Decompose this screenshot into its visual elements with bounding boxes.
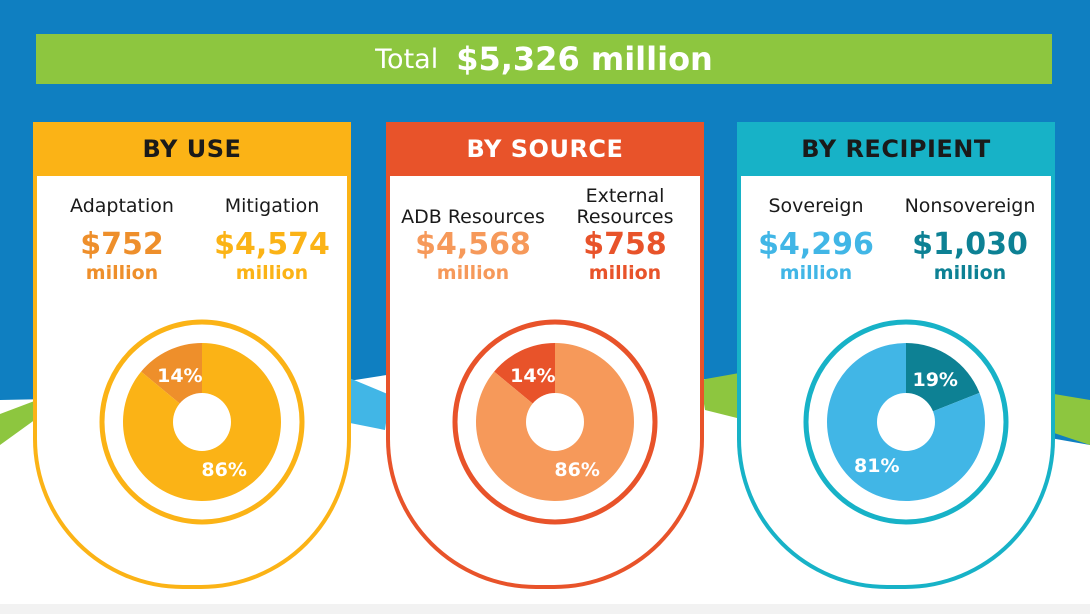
card-stats: Sovereign $4,296 million Nonsovereign $1… bbox=[741, 184, 1051, 304]
total-label: Total bbox=[375, 43, 439, 75]
donut-slice-label: 86% bbox=[201, 459, 246, 481]
stat-mitigation: Mitigation $4,574 million bbox=[197, 184, 347, 284]
stat-amount: $1,030 bbox=[912, 227, 1028, 262]
total-banner: Total $5,326 million bbox=[36, 34, 1052, 84]
donut-hole bbox=[877, 393, 935, 451]
stat-amount: $4,568 bbox=[415, 227, 531, 262]
card-by-source: BY SOURCE ADB Resources $4,568 million E… bbox=[386, 122, 704, 589]
stat-adb-resources: ADB Resources $4,568 million bbox=[398, 184, 548, 285]
stat-adaptation: Adaptation $752 million bbox=[47, 184, 197, 284]
stat-amount: $4,296 bbox=[758, 227, 874, 262]
card-by-recipient: BY RECIPIENT Sovereign $4,296 million No… bbox=[737, 122, 1055, 589]
donut-chart-by-source: 14% 86% bbox=[452, 319, 658, 525]
stat-name: Sovereign bbox=[768, 194, 864, 217]
stat-unit: million bbox=[436, 262, 510, 284]
card-title: BY SOURCE bbox=[390, 122, 700, 176]
stat-name: Adaptation bbox=[70, 194, 174, 217]
stat-unit: million bbox=[235, 262, 309, 284]
stat-name: External Resources bbox=[576, 185, 674, 228]
total-value: $5,326 million bbox=[456, 40, 713, 78]
donut-outer-ring bbox=[452, 319, 658, 525]
card-stats: ADB Resources $4,568 million External Re… bbox=[390, 184, 700, 304]
card-title: BY USE bbox=[37, 122, 347, 176]
donut-slice-label: 86% bbox=[554, 459, 599, 481]
donut-hole bbox=[526, 393, 584, 451]
stat-unit: million bbox=[779, 262, 853, 284]
donut-chart-by-use: 14% 86% bbox=[99, 319, 305, 525]
donut-outer-ring bbox=[99, 319, 305, 525]
stat-unit: million bbox=[933, 262, 1007, 284]
donut-slice-label: 19% bbox=[912, 369, 957, 391]
card-stats: Adaptation $752 million Mitigation $4,57… bbox=[37, 184, 347, 304]
donut-slice-label: 14% bbox=[157, 365, 202, 387]
donut-slice-label: 14% bbox=[510, 365, 555, 387]
stat-name: Nonsovereign bbox=[904, 194, 1036, 217]
card-title: BY RECIPIENT bbox=[741, 122, 1051, 176]
stat-amount: $752 bbox=[80, 227, 164, 262]
stat-name: ADB Resources bbox=[401, 206, 545, 228]
stat-amount: $758 bbox=[583, 227, 667, 262]
stat-nonsovereign: Nonsovereign $1,030 million bbox=[889, 184, 1051, 284]
stat-unit: million bbox=[85, 262, 159, 284]
stat-unit: million bbox=[588, 262, 662, 284]
stat-sovereign: Sovereign $4,296 million bbox=[741, 184, 891, 284]
donut-slice-label: 81% bbox=[854, 455, 899, 477]
stat-external-resources: External Resources $758 million bbox=[550, 184, 700, 285]
card-by-use: BY USE Adaptation $752 million Mitigatio… bbox=[33, 122, 351, 589]
stat-name: Mitigation bbox=[224, 194, 320, 217]
stat-amount: $4,574 bbox=[214, 227, 330, 262]
donut-hole bbox=[173, 393, 231, 451]
donut-outer-ring bbox=[803, 319, 1009, 525]
donut-chart-by-recipient: 19% 81% bbox=[803, 319, 1009, 525]
